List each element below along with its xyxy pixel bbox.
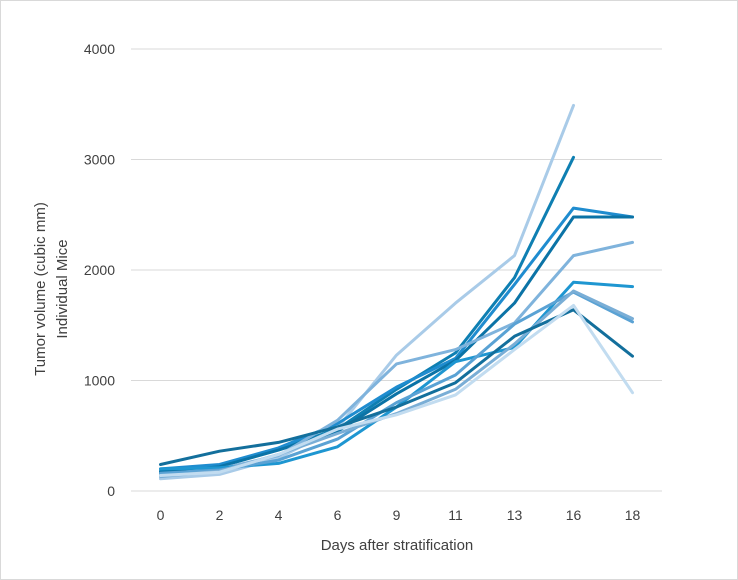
x-tick-label: 9 <box>393 507 401 523</box>
series-lines <box>159 103 634 481</box>
x-tick-label: 11 <box>448 507 463 523</box>
x-tick-label: 18 <box>625 507 641 523</box>
x-tick-label: 4 <box>275 507 283 523</box>
y-tick-label: 4000 <box>84 41 115 57</box>
x-tick-label: 13 <box>507 507 523 523</box>
y-tick-label: 0 <box>107 483 115 499</box>
y-axis-title-line-2: Individual Mice <box>54 239 71 338</box>
x-axis-title: Days after stratification <box>321 537 474 554</box>
series-line-6 <box>159 280 634 471</box>
x-tick-label: 16 <box>566 507 582 523</box>
series-line-5 <box>159 240 634 476</box>
y-tick-label: 2000 <box>84 262 115 278</box>
series-line-7 <box>159 290 634 475</box>
x-tick-labels: 0 2 4 6 9 11 13 16 18 <box>157 507 641 523</box>
series-line-4 <box>159 215 634 474</box>
y-tick-label: 3000 <box>84 152 115 168</box>
series-line-10 <box>159 303 634 477</box>
y-tick-label: 1000 <box>84 373 115 389</box>
y-axis-title-line-1: Tumor volume (cubic mm) <box>32 202 49 376</box>
y-tick-labels: 0 1000 2000 3000 4000 <box>84 41 115 499</box>
series-line-3 <box>159 206 634 471</box>
x-tick-label: 2 <box>216 507 224 523</box>
gridlines <box>131 48 662 492</box>
x-tick-label: 6 <box>334 507 342 523</box>
x-tick-label: 0 <box>157 507 165 523</box>
